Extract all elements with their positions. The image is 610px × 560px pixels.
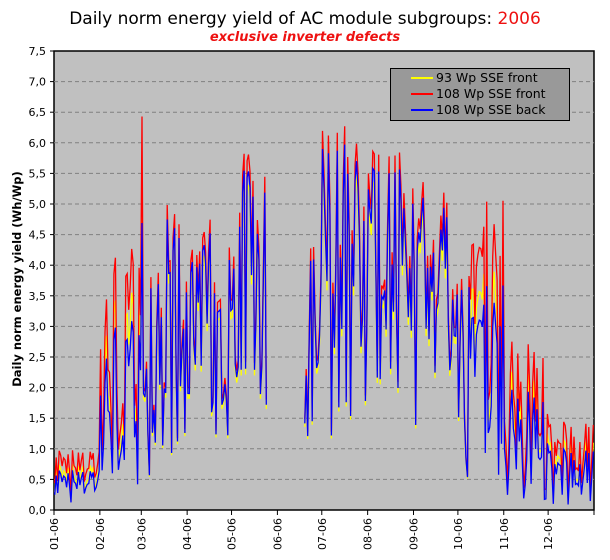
y-tick-label: 3,5 <box>29 290 47 303</box>
legend-label: 93 Wp SSE front <box>436 70 538 85</box>
legend-swatch-blue <box>411 109 433 111</box>
legend-swatch-red <box>411 93 433 95</box>
legend-item-93-front: 93 Wp SSE front <box>391 70 569 86</box>
x-axis: 01-06 02-06 03-06 04-06 05-06 06-06 07-06 08-06… <box>48 510 595 550</box>
y-tick-label: 0,5 <box>29 473 47 486</box>
y-tick-label: 2,5 <box>29 351 47 364</box>
legend-item-108-back: 108 Wp SSE back <box>391 102 569 118</box>
legend-label: 108 Wp SSE back <box>436 102 546 117</box>
x-tick-label: 08-06 <box>362 518 375 550</box>
x-tick-label: 12-06 <box>542 518 555 550</box>
legend-item-108-front: 108 Wp SSE front <box>391 86 569 102</box>
y-tick-label: 4,0 <box>29 259 47 272</box>
x-tick-label: 04-06 <box>181 518 194 550</box>
y-axis: 0,0 0,5 1,0 1,5 2,0 2,5 3,0 3,5 4,0 4,5 5,0 5,5 6,0 6… <box>29 45 54 517</box>
y-tick-label: 0,0 <box>29 504 47 517</box>
x-tick-label: 02-06 <box>94 518 107 550</box>
series-layer <box>54 116 594 505</box>
y-tick-label: 2,0 <box>29 382 47 395</box>
y-tick-label: 7,5 <box>29 45 47 58</box>
series-line-108-wp-sse-back <box>304 144 594 505</box>
y-tick-label: 5,5 <box>29 167 47 180</box>
legend-label: 108 Wp SSE front <box>436 86 546 101</box>
x-tick-label: 06-06 <box>271 518 284 550</box>
x-tick-label: 05-06 <box>226 518 239 550</box>
x-tick-label: 03-06 <box>135 518 148 550</box>
x-tick-label: 10-06 <box>452 518 465 550</box>
legend: 93 Wp SSE front 108 Wp SSE front 108 Wp … <box>390 68 570 121</box>
y-tick-label: 6,5 <box>29 106 47 119</box>
chart-title-year: 2006 <box>497 9 541 29</box>
chart-title: Daily norm energy yield of AC module sub… <box>0 9 610 29</box>
y-tick-label: 6,0 <box>29 137 47 150</box>
x-tick-label: 09-06 <box>408 518 421 550</box>
y-tick-label: 3,0 <box>29 320 47 333</box>
y-tick-label: 5,0 <box>29 198 47 211</box>
x-tick-label: 07-06 <box>316 518 329 550</box>
chart-subtitle: exclusive inverter defects <box>209 30 401 45</box>
series-line-108-wp-sse-back <box>54 170 267 503</box>
x-tick-label: 01-06 <box>48 518 61 550</box>
y-tick-label: 7,0 <box>29 76 47 89</box>
chart-title-text: Daily norm energy yield of AC module sub… <box>69 9 498 29</box>
y-tick-label: 1,5 <box>29 412 47 425</box>
x-tick-label: 11-06 <box>498 518 511 550</box>
legend-swatch-yellow <box>411 77 433 79</box>
y-tick-label: 4,5 <box>29 229 47 242</box>
y-tick-label: 1,0 <box>29 443 47 456</box>
